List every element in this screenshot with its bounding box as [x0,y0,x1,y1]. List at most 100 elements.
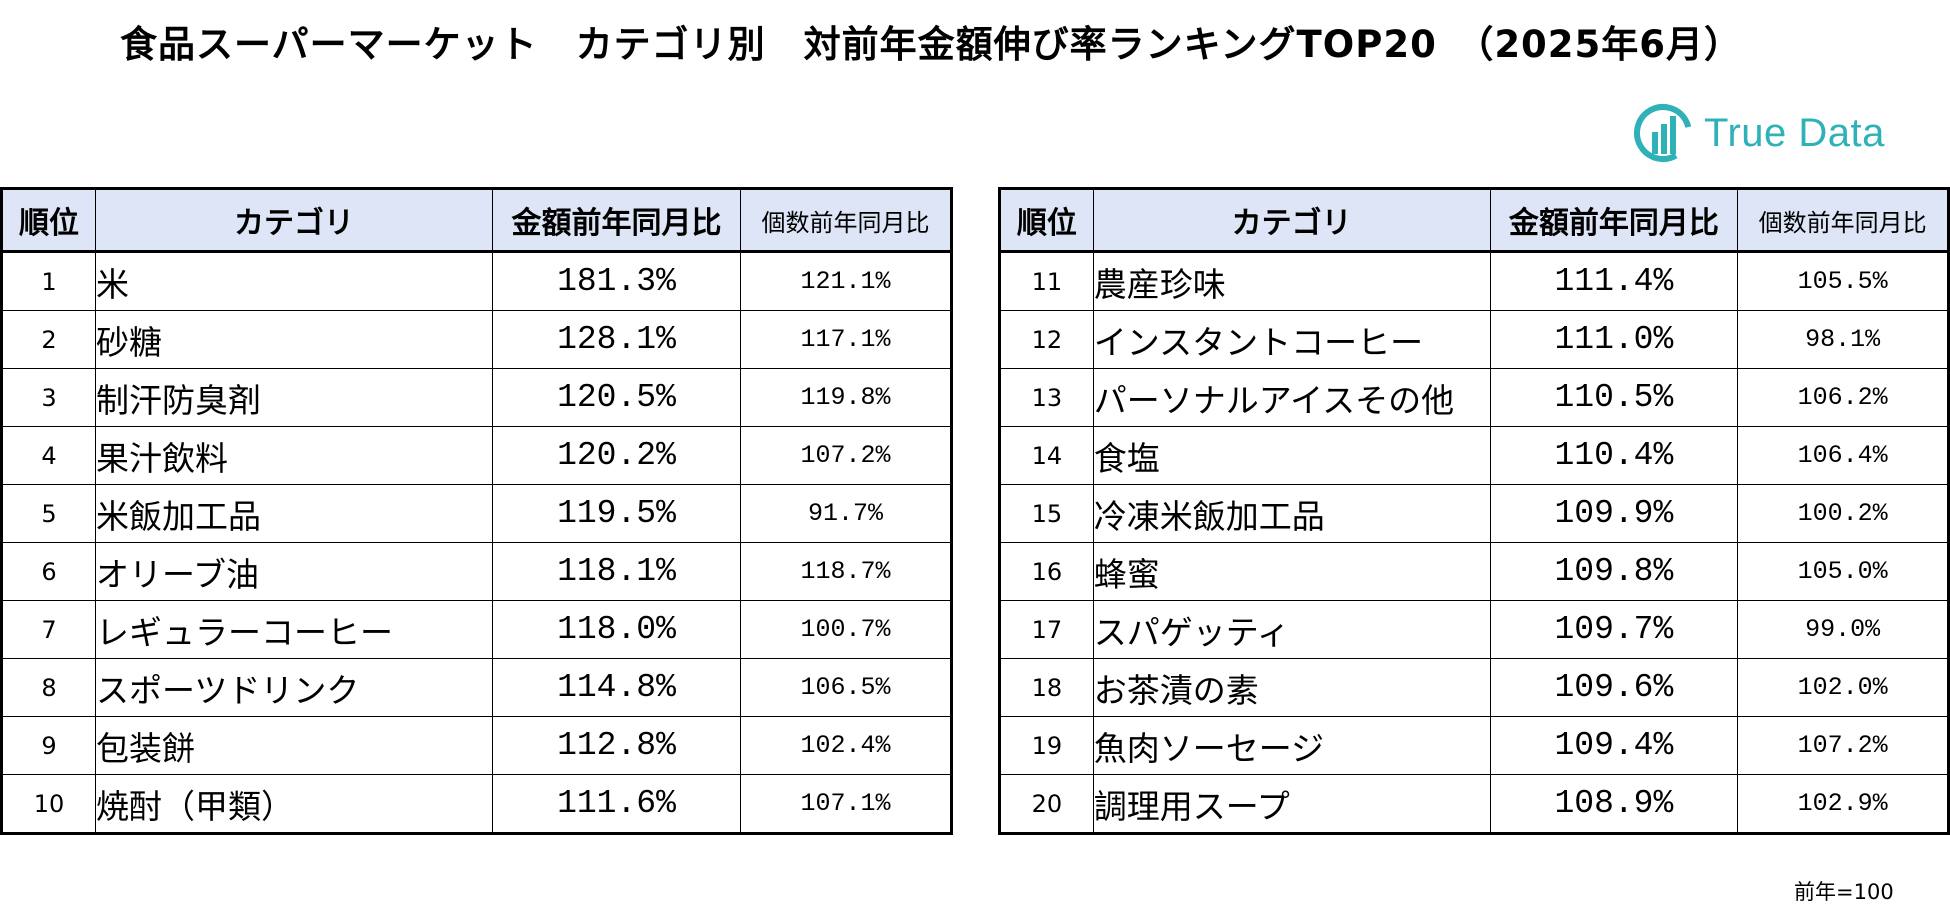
amount-cell: 112.8% [492,716,741,775]
logo-text: True Data [1704,110,1885,155]
quantity-cell: 119.8% [740,368,952,427]
quantity-cell: 100.2% [1737,484,1949,543]
amount-cell: 128.1% [492,310,741,369]
table-row: 1 米 181.3% 121.1% [1,251,952,311]
category-cell: 農産珍味 [1092,251,1491,311]
table-row: 19 魚肉ソーセージ 109.4% 107.2% [999,716,1949,775]
table-row: 6 オリーブ油 118.1% 118.7% [1,542,952,601]
amount-cell: 110.5% [1489,368,1739,427]
amount-cell: 111.4% [1489,251,1739,311]
category-cell: オリーブ油 [95,542,493,601]
amount-cell: 108.9% [1489,774,1739,834]
category-cell: お茶漬の素 [1092,658,1491,717]
rank-cell: 6 [1,542,96,601]
amount-cell: 109.8% [1489,542,1739,601]
footnote: 前年=100 [1794,880,1894,904]
quantity-cell: 107.1% [740,774,952,834]
table-row: 2 砂糖 128.1% 117.1% [1,310,952,369]
amount-cell: 111.0% [1489,310,1739,369]
rank-cell: 18 [999,658,1094,717]
category-cell: スパゲッティ [1092,600,1491,659]
table-row: 8 スポーツドリンク 114.8% 106.5% [1,658,952,717]
quantity-cell: 117.1% [740,310,952,369]
table-row: 18 お茶漬の素 109.6% 102.0% [999,658,1949,717]
header-category: カテゴリ [95,188,493,252]
rank-cell: 7 [1,600,96,659]
header-rank: 順位 [999,188,1094,252]
amount-cell: 109.4% [1489,716,1739,775]
rank-cell: 15 [999,484,1094,543]
quantity-cell: 106.4% [1737,426,1949,485]
table-row: 12 インスタントコーヒー 111.0% 98.1% [999,310,1949,369]
table-row: 20 調理用スープ 108.9% 102.9% [999,774,1949,834]
amount-cell: 109.9% [1489,484,1739,543]
ranking-table-right: 順位 カテゴリ 金額前年同月比 個数前年同月比 11 農産珍味 111.4% 105.… [998,187,1950,835]
quantity-cell: 100.7% [740,600,952,659]
quantity-cell: 105.0% [1737,542,1949,601]
quantity-cell: 102.4% [740,716,952,775]
true-data-logo-icon [1634,104,1692,162]
quantity-cell: 121.1% [740,251,952,311]
amount-cell: 120.2% [492,426,741,485]
ranking-table-left: 順位 カテゴリ 金額前年同月比 個数前年同月比 1 米 181.3% 121.1% 2… [0,187,953,835]
rank-cell: 17 [999,600,1094,659]
category-cell: 米 [95,251,493,311]
table-row: 14 食塩 110.4% 106.4% [999,426,1949,485]
rank-cell: 12 [999,310,1094,369]
quantity-cell: 99.0% [1737,600,1949,659]
quantity-cell: 102.0% [1737,658,1949,717]
amount-cell: 181.3% [492,251,741,311]
rank-cell: 8 [1,658,96,717]
category-cell: 果汁飲料 [95,426,493,485]
category-cell: 魚肉ソーセージ [1092,716,1491,775]
table-row: 16 蜂蜜 109.8% 105.0% [999,542,1949,601]
quantity-cell: 107.2% [1737,716,1949,775]
quantity-cell: 106.5% [740,658,952,717]
table-row: 7 レギュラーコーヒー 118.0% 100.7% [1,600,952,659]
quantity-cell: 102.9% [1737,774,1949,834]
table-row: 15 冷凍米飯加工品 109.9% 100.2% [999,484,1949,543]
amount-cell: 114.8% [492,658,741,717]
rank-cell: 19 [999,716,1094,775]
category-cell: 砂糖 [95,310,493,369]
category-cell: 米飯加工品 [95,484,493,543]
true-data-logo: True Data [1632,98,1885,168]
quantity-cell: 107.2% [740,426,952,485]
category-cell: 蜂蜜 [1092,542,1491,601]
page-title: 食品スーパーマーケット カテゴリ別 対前年金額伸び率ランキングTOP20 （20… [120,23,1743,66]
rank-cell: 1 [1,251,96,311]
category-cell: スポーツドリンク [95,658,493,717]
rank-cell: 20 [999,774,1094,834]
header-category: カテゴリ [1092,188,1491,252]
header-rank: 順位 [1,188,96,252]
rank-cell: 4 [1,426,96,485]
rank-cell: 5 [1,484,96,543]
category-cell: 冷凍米飯加工品 [1092,484,1491,543]
header-quantity-yoy: 個数前年同月比 [740,188,952,252]
amount-cell: 110.4% [1489,426,1739,485]
table-row: 5 米飯加工品 119.5% 91.7% [1,484,952,543]
rank-cell: 2 [1,310,96,369]
quantity-cell: 98.1% [1737,310,1949,369]
amount-cell: 118.0% [492,600,741,659]
header-quantity-yoy: 個数前年同月比 [1737,188,1949,252]
rank-cell: 16 [999,542,1094,601]
header-amount-yoy: 金額前年同月比 [1489,188,1739,252]
header-amount-yoy: 金額前年同月比 [492,188,741,252]
table-row: 3 制汗防臭剤 120.5% 119.8% [1,368,952,427]
table-header-row: 順位 カテゴリ 金額前年同月比 個数前年同月比 [1,188,952,252]
category-cell: レギュラーコーヒー [95,600,493,659]
category-cell: 包装餅 [95,716,493,775]
amount-cell: 118.1% [492,542,741,601]
quantity-cell: 105.5% [1737,251,1949,311]
category-cell: インスタントコーヒー [1092,310,1491,369]
category-cell: 焼酎（甲類） [95,774,493,834]
table-row: 13 パーソナルアイスその他 110.5% 106.2% [999,368,1949,427]
table-row: 4 果汁飲料 120.2% 107.2% [1,426,952,485]
rank-cell: 14 [999,426,1094,485]
amount-cell: 119.5% [492,484,741,543]
category-cell: 制汗防臭剤 [95,368,493,427]
amount-cell: 111.6% [492,774,741,834]
amount-cell: 109.6% [1489,658,1739,717]
category-cell: パーソナルアイスその他 [1092,368,1491,427]
